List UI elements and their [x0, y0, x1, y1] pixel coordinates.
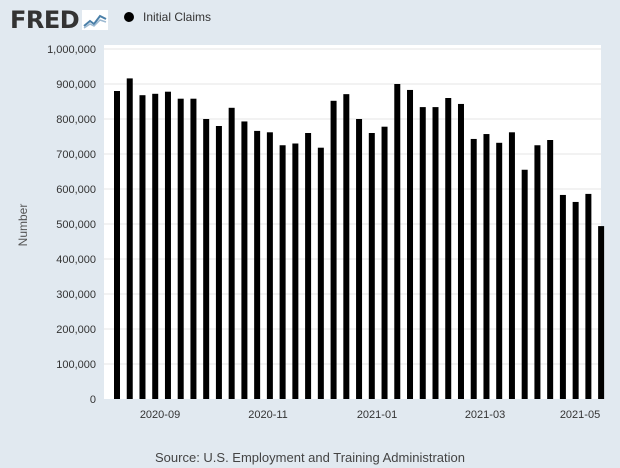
bar[interactable] — [330, 100, 337, 400]
bar[interactable] — [126, 78, 133, 400]
bar[interactable] — [598, 226, 605, 399]
bar[interactable] — [368, 133, 375, 399]
y-tick-label: 100,000 — [56, 359, 96, 371]
bar[interactable] — [521, 169, 528, 399]
x-tick-label: 2020-09 — [140, 409, 180, 421]
bar[interactable] — [419, 107, 426, 399]
bar[interactable] — [317, 147, 324, 399]
bar[interactable] — [432, 107, 439, 399]
bar[interactable] — [228, 107, 235, 400]
bar[interactable] — [381, 126, 388, 399]
y-tick-label: 800,000 — [56, 114, 96, 126]
y-tick-label: 500,000 — [56, 219, 96, 231]
bar[interactable] — [190, 98, 197, 399]
bar[interactable] — [547, 140, 554, 399]
bar[interactable] — [534, 145, 541, 399]
bar[interactable] — [508, 132, 515, 400]
bar[interactable] — [254, 130, 261, 399]
bar[interactable] — [585, 193, 592, 399]
bar[interactable] — [152, 93, 159, 400]
plot-area — [104, 45, 601, 399]
y-tick-label: 700,000 — [56, 149, 96, 161]
bar[interactable] — [292, 143, 299, 400]
y-tick-label: 200,000 — [56, 324, 96, 336]
bar[interactable] — [215, 126, 222, 399]
bar[interactable] — [483, 134, 490, 400]
y-tick-label: 900,000 — [56, 79, 96, 91]
x-tick-label: 2021-03 — [465, 409, 505, 421]
y-tick-label: 0 — [90, 394, 96, 406]
grid-lines — [104, 48, 601, 365]
bars — [114, 78, 605, 400]
bar[interactable] — [470, 138, 477, 399]
x-tick-label: 2021-05 — [560, 409, 600, 421]
fred-logo[interactable]: FRED — [10, 6, 109, 34]
bar[interactable] — [241, 121, 248, 399]
bar[interactable] — [407, 89, 414, 399]
source-note: Source: U.S. Employment and Training Adm… — [155, 450, 465, 465]
bar[interactable] — [559, 194, 566, 399]
fred-logo-text: FRED — [10, 6, 80, 34]
y-axis-ticks: 0 100,000 200,000 300,000 400,000 500,000 600,… — [47, 44, 96, 406]
bar[interactable] — [203, 119, 210, 399]
x-tick-label: 2021-01 — [357, 409, 397, 421]
x-axis-ticks: 2020-09 2020-11 2021-01 2021-03 2021-05 — [140, 409, 600, 421]
bar[interactable] — [356, 119, 363, 399]
bar[interactable] — [457, 103, 464, 399]
bar[interactable] — [305, 133, 312, 399]
y-tick-label: 400,000 — [56, 254, 96, 266]
bar[interactable] — [164, 91, 171, 399]
legend-label: Initial Claims — [143, 10, 212, 24]
bar[interactable] — [445, 98, 452, 399]
legend-marker — [124, 12, 134, 22]
bar[interactable] — [177, 98, 184, 399]
y-tick-label: 1,000,000 — [47, 44, 96, 56]
bar[interactable] — [114, 91, 120, 399]
bar[interactable] — [266, 132, 273, 400]
bar[interactable] — [572, 201, 579, 399]
bar[interactable] — [279, 145, 286, 399]
y-tick-label: 300,000 — [56, 289, 96, 301]
x-tick-label: 2020-11 — [248, 409, 288, 421]
legend: Initial Claims — [124, 10, 211, 24]
bar[interactable] — [394, 84, 401, 399]
y-tick-label: 600,000 — [56, 184, 96, 196]
bar[interactable] — [343, 94, 350, 400]
bar[interactable] — [496, 142, 503, 400]
bar[interactable] — [139, 95, 146, 399]
line-chart-icon — [82, 10, 109, 30]
